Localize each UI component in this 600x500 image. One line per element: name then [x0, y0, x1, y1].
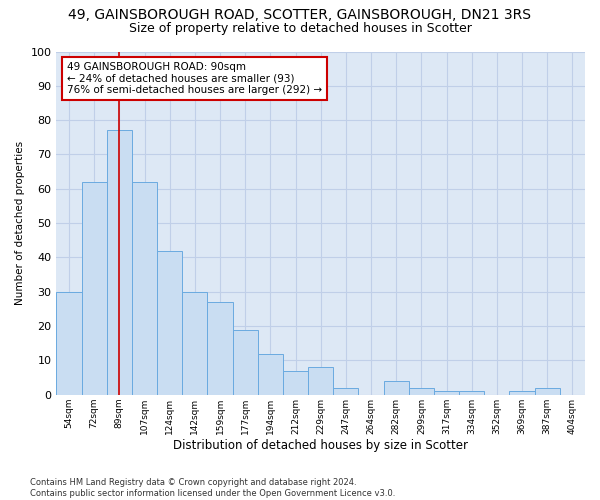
Bar: [258, 354, 283, 395]
Bar: [283, 371, 308, 395]
Text: Size of property relative to detached houses in Scotter: Size of property relative to detached ho…: [128, 22, 472, 35]
X-axis label: Distribution of detached houses by size in Scotter: Distribution of detached houses by size …: [173, 440, 468, 452]
Bar: [233, 330, 258, 395]
Bar: [56, 292, 82, 395]
Bar: [107, 130, 132, 395]
Bar: [157, 250, 182, 395]
Bar: [182, 292, 208, 395]
Bar: [409, 388, 434, 395]
Y-axis label: Number of detached properties: Number of detached properties: [15, 141, 25, 305]
Bar: [459, 392, 484, 395]
Text: 49, GAINSBOROUGH ROAD, SCOTTER, GAINSBOROUGH, DN21 3RS: 49, GAINSBOROUGH ROAD, SCOTTER, GAINSBOR…: [68, 8, 532, 22]
Bar: [535, 388, 560, 395]
Bar: [509, 392, 535, 395]
Bar: [82, 182, 107, 395]
Bar: [383, 381, 409, 395]
Bar: [132, 182, 157, 395]
Bar: [308, 368, 333, 395]
Text: Contains HM Land Registry data © Crown copyright and database right 2024.
Contai: Contains HM Land Registry data © Crown c…: [30, 478, 395, 498]
Bar: [333, 388, 358, 395]
Bar: [208, 302, 233, 395]
Bar: [434, 392, 459, 395]
Text: 49 GAINSBOROUGH ROAD: 90sqm
← 24% of detached houses are smaller (93)
76% of sem: 49 GAINSBOROUGH ROAD: 90sqm ← 24% of det…: [67, 62, 322, 95]
